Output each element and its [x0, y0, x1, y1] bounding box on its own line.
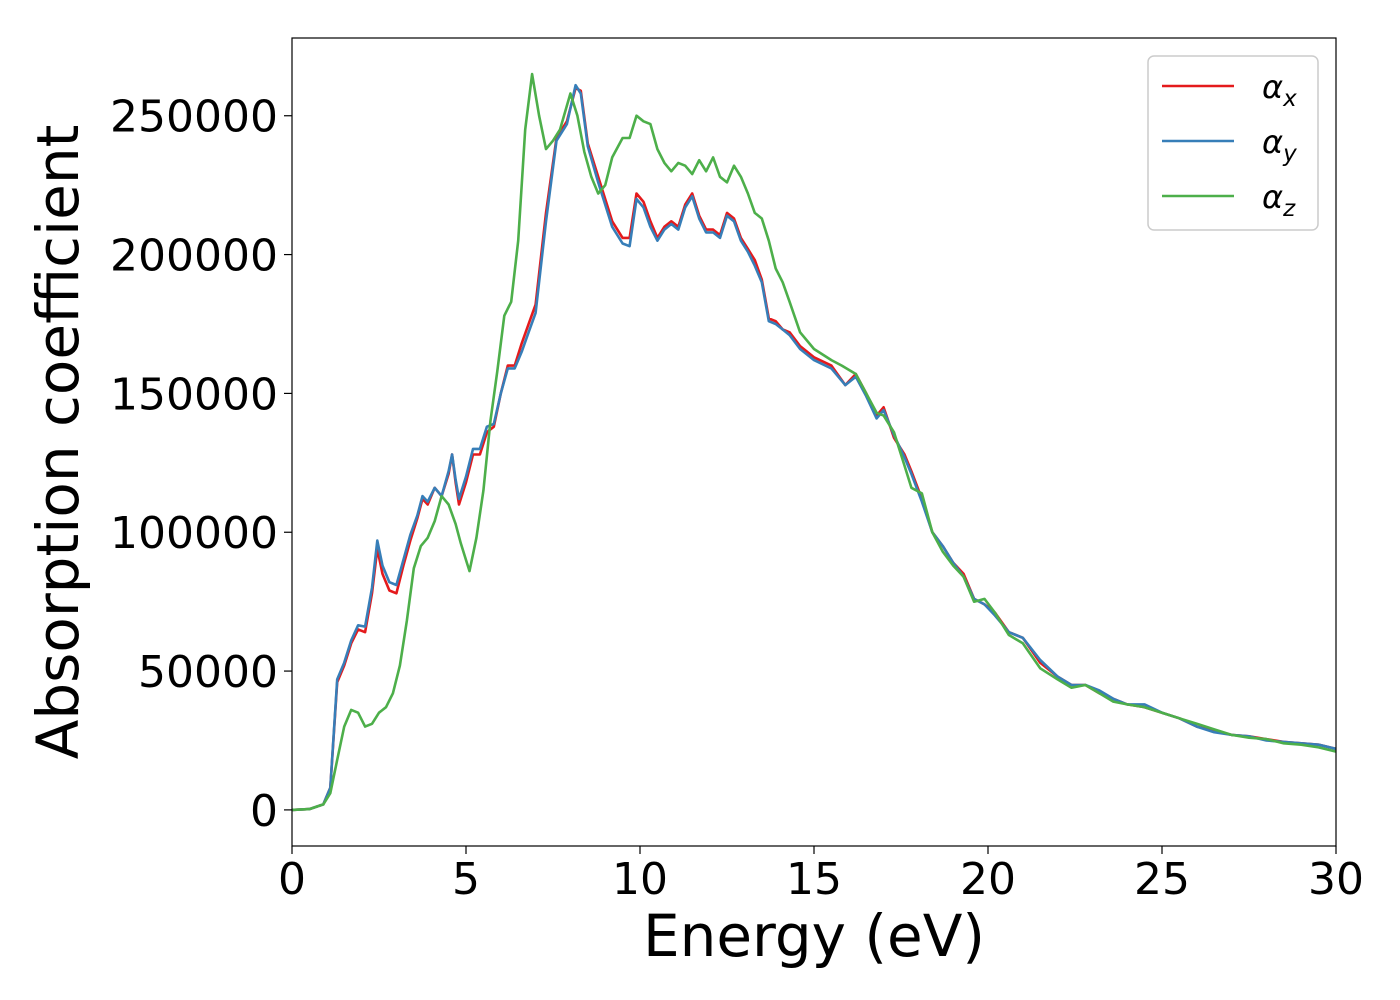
y-tick-label: 150000: [110, 369, 278, 420]
series-layer: [292, 72, 1336, 812]
x-tick-label: 25: [1134, 854, 1190, 905]
y-tick-label: 200000: [110, 231, 278, 282]
legend-label-y: αy: [1262, 123, 1297, 167]
legend-label-z: αz: [1262, 178, 1296, 222]
legend-box: [1147, 55, 1319, 231]
x-tick-label: 30: [1308, 854, 1364, 905]
legend: αx αy αz: [1147, 55, 1319, 231]
y-tick-label: 50000: [138, 647, 278, 698]
x-tick-label: 20: [960, 854, 1016, 905]
y-tick-label: 0: [250, 786, 278, 837]
legend-label-x: αx: [1262, 68, 1297, 112]
series-line-z: [292, 72, 1336, 812]
y-tick-label: 250000: [110, 92, 278, 143]
x-tick-label: 15: [786, 854, 842, 905]
x-tick-label: 0: [278, 854, 306, 905]
series-line-y: [292, 83, 1336, 812]
y-axis: 0 50000 100000 150000 200000 250000: [110, 92, 292, 837]
y-axis-title: Absorption coefficient: [24, 125, 92, 760]
x-axis-title: Energy (eV): [643, 902, 985, 970]
x-tick-label: 5: [452, 854, 480, 905]
x-axis: 0 5 10 15 20 25 30: [278, 846, 1364, 905]
y-tick-label: 100000: [110, 508, 278, 559]
x-tick-label: 10: [612, 854, 668, 905]
